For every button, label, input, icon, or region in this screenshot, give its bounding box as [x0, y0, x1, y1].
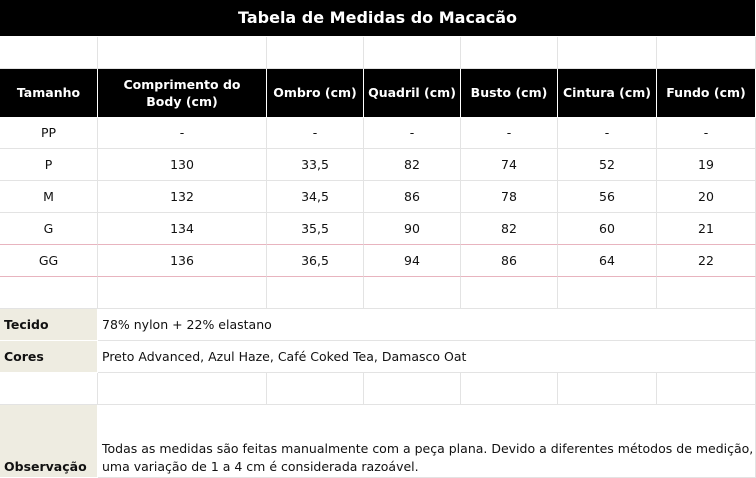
data-cell: PP [0, 118, 98, 149]
info-label: Tecido [0, 309, 98, 341]
empty-cell [461, 373, 558, 405]
data-cell: 20 [657, 181, 756, 213]
header-cell: Ombro (cm) [267, 69, 364, 118]
empty-cell [657, 37, 756, 69]
empty-cell [0, 277, 98, 309]
data-cell: 56 [558, 181, 657, 213]
empty-cell [461, 37, 558, 69]
empty-cell [98, 277, 267, 309]
data-cell: 19 [657, 149, 756, 181]
empty-cell [657, 373, 756, 405]
header-cell: Cintura (cm) [558, 69, 657, 118]
data-cell: 134 [98, 213, 267, 245]
data-cell: 22 [657, 245, 756, 277]
data-cell: 82 [364, 149, 461, 181]
info-value: 78% nylon + 22% elastano [98, 309, 756, 341]
data-cell: 74 [461, 149, 558, 181]
data-cell: 33,5 [267, 149, 364, 181]
data-cell: 52 [558, 149, 657, 181]
data-cell: 60 [558, 213, 657, 245]
data-cell: - [461, 118, 558, 149]
empty-cell [364, 373, 461, 405]
info-label: Observação [0, 405, 98, 478]
data-cell: 21 [657, 213, 756, 245]
header-cell: Busto (cm) [461, 69, 558, 118]
data-cell: 132 [98, 181, 267, 213]
data-cell: 82 [461, 213, 558, 245]
data-cell: 64 [558, 245, 657, 277]
empty-cell [98, 37, 267, 69]
empty-cell [461, 277, 558, 309]
data-cell: - [558, 118, 657, 149]
info-value: Preto Advanced, Azul Haze, Café Coked Te… [98, 341, 756, 373]
empty-cell [558, 37, 657, 69]
data-cell: P [0, 149, 98, 181]
data-cell: G [0, 213, 98, 245]
data-cell: M [0, 181, 98, 213]
empty-cell [558, 277, 657, 309]
empty-cell [364, 277, 461, 309]
empty-cell [0, 373, 98, 405]
info-value: Todas as medidas são feitas manualmente … [98, 405, 756, 478]
empty-cell [657, 277, 756, 309]
data-cell: 35,5 [267, 213, 364, 245]
data-cell: 130 [98, 149, 267, 181]
header-cell: Comprimento do Body (cm) [98, 69, 267, 118]
data-cell: - [364, 118, 461, 149]
data-cell: 94 [364, 245, 461, 277]
data-cell: 34,5 [267, 181, 364, 213]
header-cell: Fundo (cm) [657, 69, 756, 118]
empty-cell [267, 37, 364, 69]
data-cell: - [98, 118, 267, 149]
empty-cell [267, 373, 364, 405]
empty-cell [0, 37, 98, 69]
data-cell: 78 [461, 181, 558, 213]
table-title: Tabela de Medidas do Macacão [0, 0, 756, 37]
empty-cell [558, 373, 657, 405]
empty-cell [267, 277, 364, 309]
info-label: Cores [0, 341, 98, 373]
data-cell: - [267, 118, 364, 149]
data-cell: 90 [364, 213, 461, 245]
header-cell: Tamanho [0, 69, 98, 118]
header-cell: Quadril (cm) [364, 69, 461, 118]
data-cell: GG [0, 245, 98, 277]
data-cell: 36,5 [267, 245, 364, 277]
empty-cell [364, 37, 461, 69]
data-cell: 86 [364, 181, 461, 213]
data-cell: 86 [461, 245, 558, 277]
empty-cell [98, 373, 267, 405]
data-cell: 136 [98, 245, 267, 277]
data-cell: - [657, 118, 756, 149]
